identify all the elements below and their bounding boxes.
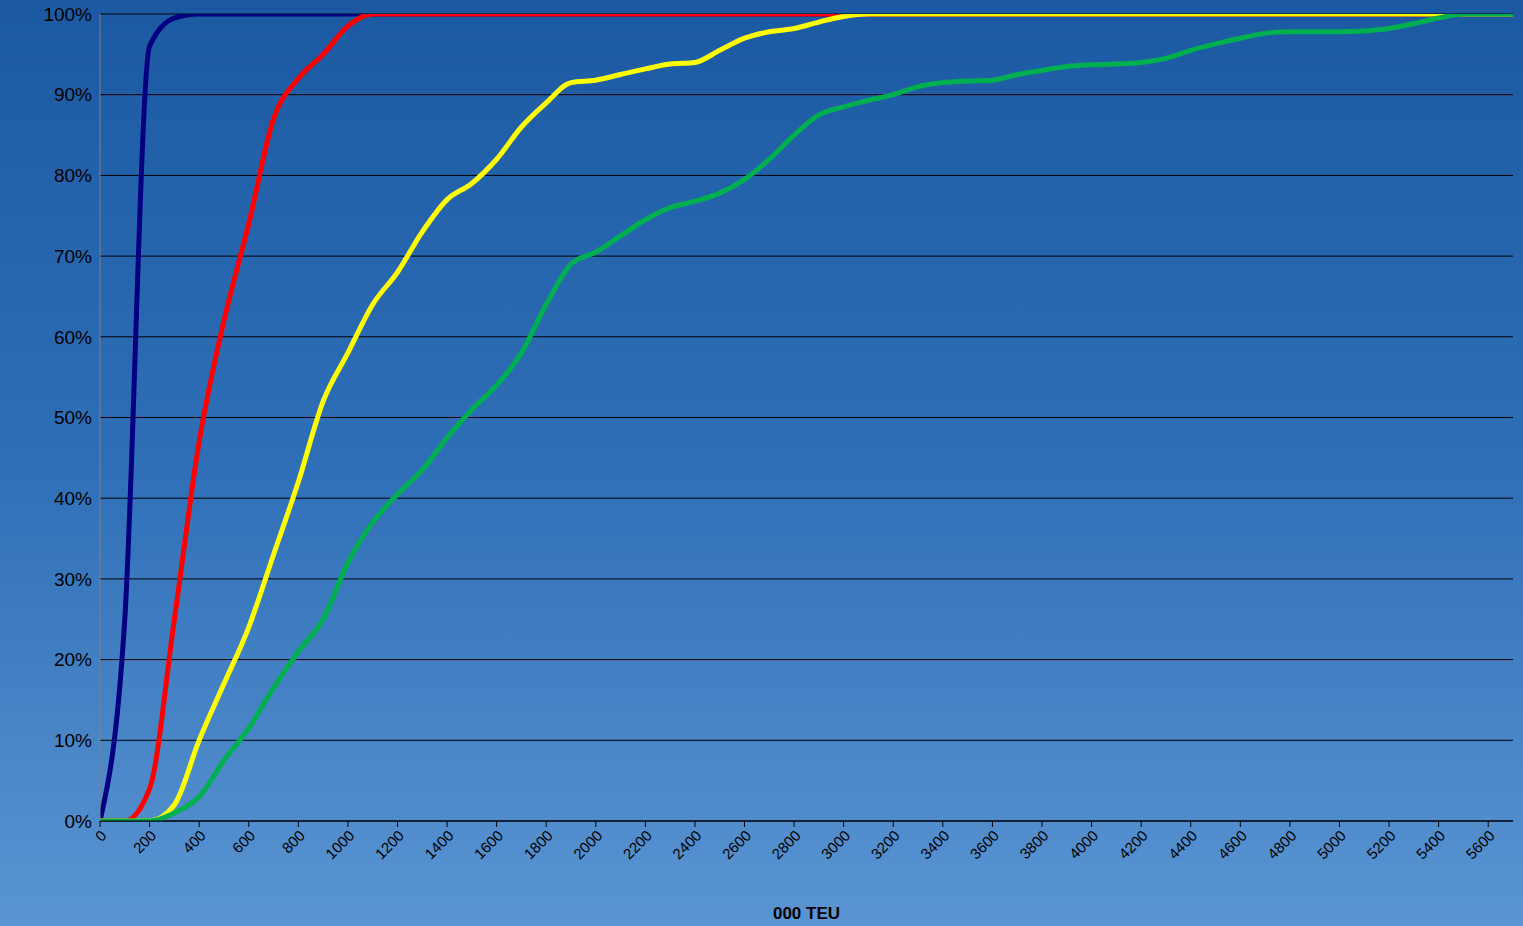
svg-text:70%: 70% [54, 246, 92, 267]
svg-text:2800: 2800 [768, 827, 804, 863]
svg-text:1200: 1200 [372, 827, 408, 863]
svg-text:4200: 4200 [1115, 827, 1151, 863]
svg-text:3600: 3600 [966, 827, 1002, 863]
svg-text:0%: 0% [65, 811, 93, 832]
svg-text:1400: 1400 [421, 827, 457, 863]
svg-text:1800: 1800 [520, 827, 556, 863]
svg-text:1600: 1600 [471, 827, 507, 863]
svg-text:5000: 5000 [1314, 827, 1350, 863]
svg-text:10%: 10% [54, 730, 92, 751]
svg-text:200: 200 [130, 827, 160, 857]
svg-text:000 TEU: 000 TEU [773, 904, 840, 923]
svg-text:3400: 3400 [917, 827, 953, 863]
svg-text:5400: 5400 [1413, 827, 1449, 863]
svg-text:3200: 3200 [867, 827, 903, 863]
svg-text:2400: 2400 [669, 827, 705, 863]
svg-text:4800: 4800 [1264, 827, 1300, 863]
svg-text:0: 0 [92, 827, 110, 845]
svg-text:800: 800 [278, 827, 308, 857]
svg-text:50%: 50% [54, 407, 92, 428]
svg-text:4400: 4400 [1165, 827, 1201, 863]
svg-text:20%: 20% [54, 649, 92, 670]
svg-text:3800: 3800 [1016, 827, 1052, 863]
svg-text:1000: 1000 [322, 827, 358, 863]
svg-text:5600: 5600 [1462, 827, 1498, 863]
svg-text:2000: 2000 [570, 827, 606, 863]
svg-text:30%: 30% [54, 569, 92, 590]
svg-text:2200: 2200 [619, 827, 655, 863]
svg-text:400: 400 [179, 827, 209, 857]
svg-text:3000: 3000 [818, 827, 854, 863]
svg-text:40%: 40% [54, 488, 92, 509]
svg-text:5200: 5200 [1363, 827, 1399, 863]
svg-text:2600: 2600 [719, 827, 755, 863]
svg-text:600: 600 [229, 827, 259, 857]
svg-text:100%: 100% [43, 4, 92, 25]
svg-text:90%: 90% [54, 84, 92, 105]
svg-text:4000: 4000 [1066, 827, 1102, 863]
svg-text:4600: 4600 [1214, 827, 1250, 863]
svg-text:80%: 80% [54, 165, 92, 186]
svg-text:60%: 60% [54, 327, 92, 348]
